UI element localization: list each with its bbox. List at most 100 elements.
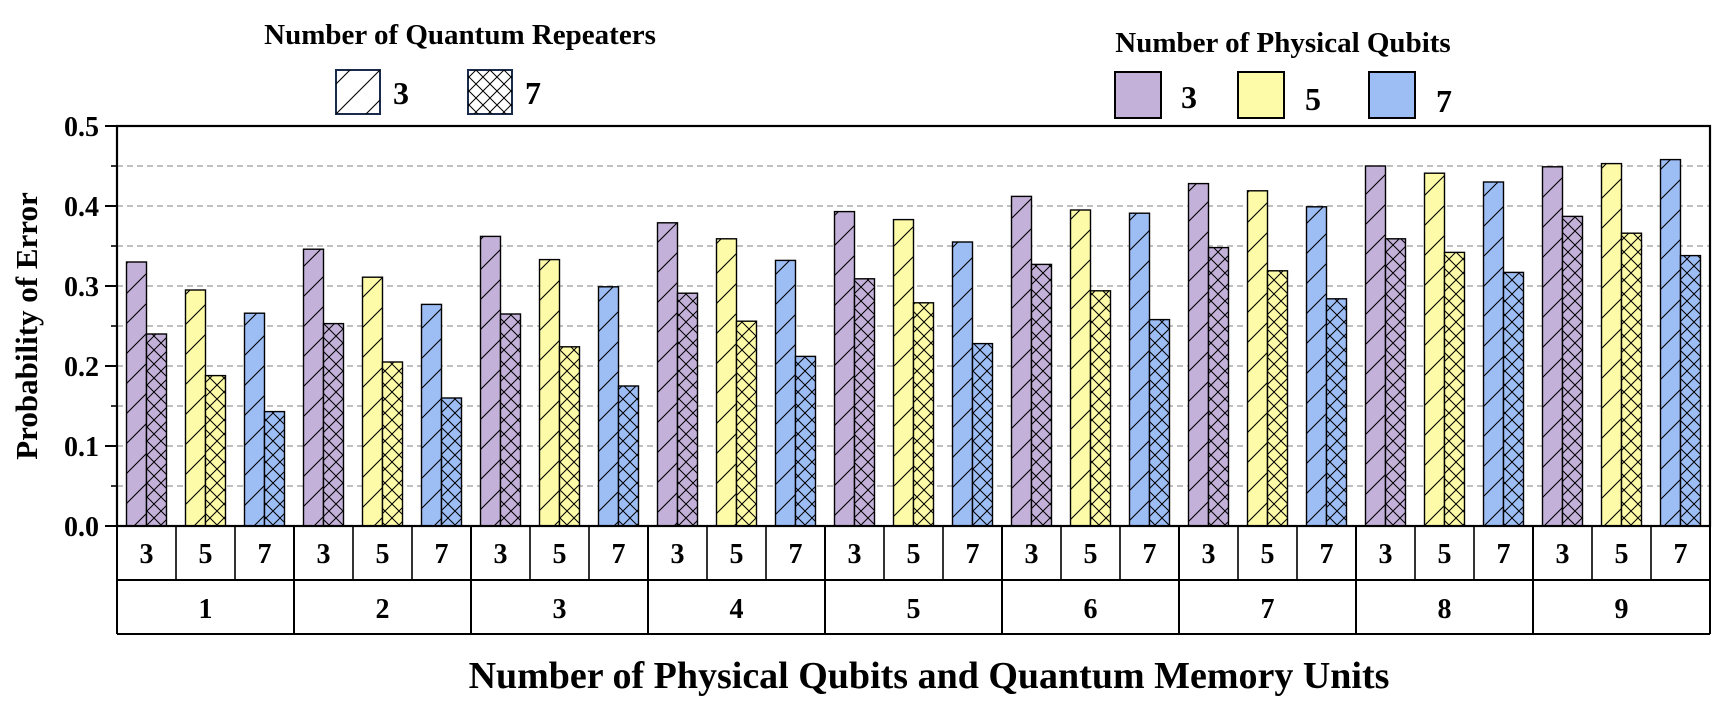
bar-m1-q7-r7-hatch [263,410,286,527]
x-sub-label: 7 [789,539,803,570]
bar-m4-q3-r3-hatch [656,222,679,527]
legend-swatch-yellow [1237,71,1285,119]
bar-m3-q3-r3-hatch [479,235,502,527]
bar-m9-q3-r7-hatch [1561,215,1584,527]
bar-m8-q3-r7-hatch [1384,238,1407,527]
x-sub-label: 3 [848,539,862,570]
x-sub-label: 7 [612,539,626,570]
bar-m1-q5-r3-hatch [184,289,207,527]
y-axis-label: Probability of Error [9,192,44,460]
bar-m4-q5-r7-hatch [735,320,758,527]
bar-m5-q7-r3-hatch [951,241,974,527]
bar-m4-q7-r3-hatch [774,259,797,527]
x-sub-label: 3 [1379,539,1393,570]
bar-m3-q7-r3-hatch [597,286,620,527]
bar-m9-q3-r3-hatch [1541,166,1564,527]
x-sub-label: 3 [1556,539,1570,570]
x-sub-label: 5 [199,539,213,570]
bar-m2-q7-r7-hatch [440,397,463,527]
legend-qubits-title: Number of Physical Qubits [1115,27,1450,59]
bar-m6-q5-r7-hatch [1089,290,1112,527]
x-sub-label: 7 [1497,539,1511,570]
bar-m2-q3-r3-hatch [302,248,325,527]
x-sub-label: 5 [553,539,567,570]
bar-m4-q3-r7-hatch [676,292,699,527]
bar-m8-q5-r3-hatch [1423,172,1446,527]
x-sub-label: 3 [140,539,154,570]
y-tick-label: 0.5 [64,112,99,143]
x-sub-label: 7 [1674,539,1688,570]
x-category-label: 2 [376,594,390,625]
x-category-label: 6 [1084,594,1098,625]
x-category-label: 1 [199,594,213,625]
x-sub-label: 3 [317,539,331,570]
bar-m2-q7-r3-hatch [420,303,443,527]
legend-qubits-label-5: 5 [1305,81,1321,117]
bar-m8-q7-r3-hatch [1482,181,1505,527]
bar-m9-q7-r7-hatch [1679,254,1702,527]
bar-m6-q7-r3-hatch [1128,212,1151,527]
x-sub-label: 3 [671,539,685,570]
y-tick-label: 0.4 [64,192,99,223]
x-category-label: 8 [1438,594,1452,625]
x-axis-label: Number of Physical Qubits and Quantum Me… [469,655,1390,697]
bar-m3-q5-r7-hatch [558,346,581,527]
x-sub-label: 5 [1261,539,1275,570]
x-category-label: 9 [1615,594,1629,625]
x-sub-label: 7 [258,539,272,570]
legend-repeaters-title: Number of Quantum Repeaters [264,19,656,51]
bar-m9-q5-r7-hatch [1620,232,1643,527]
bar-m7-q3-r7-hatch [1207,246,1230,527]
bar-m6-q5-r3-hatch [1069,209,1092,527]
legend-qubits-entry-7: 7 [1368,71,1452,119]
x-sub-label: 5 [1438,539,1452,570]
bar-m5-q3-r3-hatch [833,210,856,527]
x-category-label: 5 [907,594,921,625]
legend-repeaters-entry-7: 7 [467,69,541,115]
legend-repeaters-label-3: 3 [393,75,409,111]
bar-m1-q3-r3-hatch [125,261,148,527]
bars [125,158,1702,527]
x-sub-label: 5 [1084,539,1098,570]
bar-m7-q5-r3-hatch [1246,190,1269,527]
bar-m9-q7-r3-hatch [1659,158,1682,527]
bar-m3-q7-r7-hatch [617,385,640,527]
y-tick-label: 0.3 [64,272,99,303]
bar-m5-q5-r7-hatch [912,302,935,527]
bar-m3-q3-r7-hatch [499,313,522,527]
bar-m4-q5-r3-hatch [715,238,738,527]
x-sub-label: 5 [1615,539,1629,570]
legend-swatch-blue [1368,71,1416,119]
y-tick-label: 0.0 [64,512,99,543]
plot-area-frame [115,124,1712,528]
legend-repeaters-entry-3: 3 [335,69,409,115]
y-tick-label: 0.2 [64,352,99,383]
bar-m2-q5-r3-hatch [361,276,384,527]
bar-m1-q7-r3-hatch [243,312,266,527]
bar-m2-q5-r7-hatch [381,361,404,527]
x-axis-table: 3 5 7 1 3 5 7 2 3 5 7 3 3 5 7 4 3 5 7 5 3 5 7 6 3 5 7 7 3 5 7 8 3 5 7 9 [116,526,1711,635]
bar-m5-q5-r3-hatch [892,218,915,527]
bar-m6-q3-r7-hatch [1030,263,1053,527]
bar-m2-q3-r7-hatch [322,322,345,527]
bar-m3-q5-r3-hatch [538,258,561,527]
x-sub-label: 5 [730,539,744,570]
legend-swatch-cross-hatch [468,70,512,114]
legend-repeaters-label-7: 7 [525,75,541,111]
x-sub-label: 7 [435,539,449,570]
bar-m7-q7-r7-hatch [1325,298,1348,527]
x-sub-label: 3 [1202,539,1216,570]
legend-swatch-purple [1114,71,1162,119]
x-sub-label: 7 [1320,539,1334,570]
bar-m1-q5-r7-hatch [204,374,227,527]
x-category-label: 3 [553,594,567,625]
x-sub-label: 5 [376,539,390,570]
x-category-label: 7 [1261,594,1275,625]
x-sub-label: 5 [907,539,921,570]
x-category-label: 4 [730,594,744,625]
legend-qubits-entry-5: 5 [1237,71,1321,119]
bar-m7-q3-r3-hatch [1187,182,1210,527]
bar-m8-q7-r7-hatch [1502,271,1525,527]
y-axis: 0.0 0.1 0.2 0.3 0.4 0.5 [64,112,117,543]
legend-qubits-label-7: 7 [1436,83,1452,119]
